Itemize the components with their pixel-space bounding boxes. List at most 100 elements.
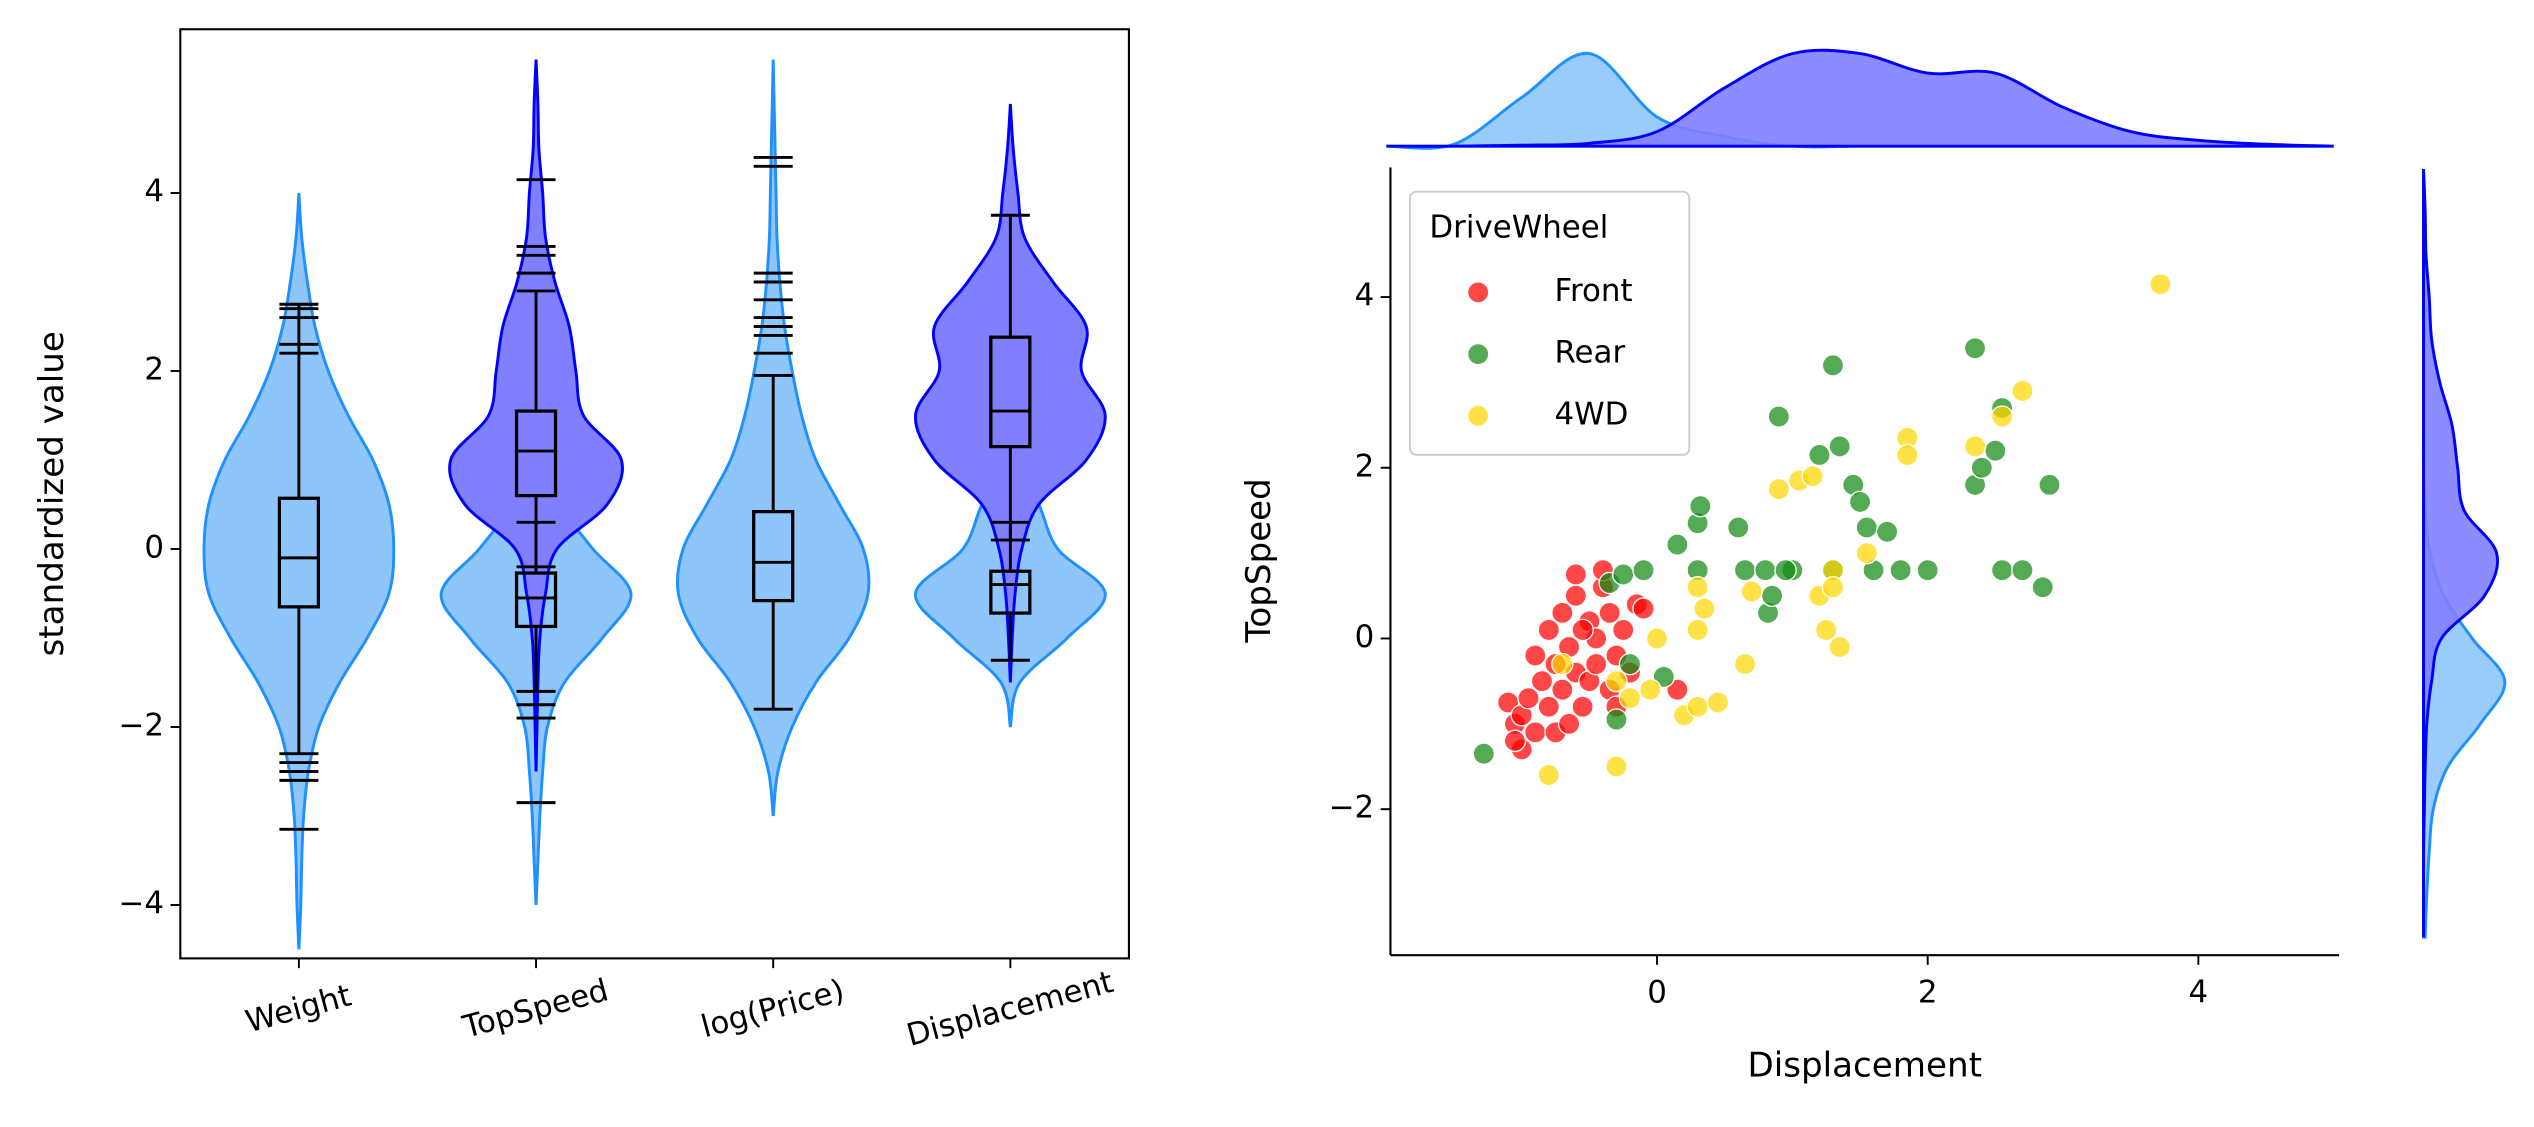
point [1760,584,1784,608]
point [2149,273,2172,296]
box [277,496,320,609]
point [1537,763,1560,787]
point [1612,563,1635,586]
point [2031,576,2054,599]
x-tick-label: 2 [1918,975,1938,1011]
point [2011,558,2034,582]
point [2038,473,2061,497]
x-tick-label: log(Price) [697,973,848,1046]
point [1571,618,1594,642]
point [1801,465,1824,488]
y-axis-label: standardized value [32,331,72,656]
point [1896,443,1919,467]
point [1605,708,1628,731]
box [752,509,795,603]
marginal-density [2422,168,2499,938]
violin [914,103,1107,683]
point [1618,652,1642,676]
point [1524,721,1547,744]
point [1733,652,1757,676]
point [1689,494,1712,518]
point [1889,558,1912,582]
point [1517,687,1540,710]
plot-frame [179,28,1130,960]
point [1821,576,1845,599]
point [1984,439,2007,462]
point [2011,379,2034,403]
point [1598,601,1621,625]
point [1733,558,1757,582]
point [1632,597,1655,620]
point [1774,558,1797,582]
point [1990,405,2014,428]
y-tick-label: −2 [1329,790,1375,826]
point [1537,618,1560,642]
point [1584,652,1608,676]
marginal-density [1386,48,2334,148]
box [514,571,558,629]
point [1645,627,1669,650]
point [1612,618,1635,642]
legend-box [1408,190,1691,456]
point [1564,584,1588,608]
point [1814,618,1838,642]
point [1963,337,1987,360]
y-tick-label: 0 [144,529,164,565]
point [1740,580,1763,603]
point [1686,576,1709,599]
legend-title: DriveWheel [1429,210,1608,246]
x-tick-label: Weight [242,978,355,1041]
y-tick-label: 0 [1355,619,1375,655]
point [1605,755,1628,778]
point [1828,435,1851,458]
x-tick-label: 4 [2189,975,2209,1011]
x-tick-label: 0 [1647,975,1667,1011]
point [1564,563,1588,586]
point [1537,695,1560,718]
y-tick-label: 4 [144,174,164,210]
y-tick-label: −2 [119,707,165,743]
point [1990,558,2014,582]
point [1875,520,1899,543]
point [1848,490,1872,514]
legend-marker [1466,281,1490,304]
point [1706,691,1730,714]
box [514,409,558,498]
y-tick-label: 4 [1355,278,1375,314]
point [1693,597,1716,620]
legend-marker [1466,404,1490,428]
violin [448,59,624,772]
point [1632,558,1655,582]
y-axis-label: TopSpeed [1239,478,1279,643]
point [1686,695,1709,718]
point [1571,695,1594,718]
point [1767,477,1791,501]
point [1754,558,1777,582]
x-tick-label: Displacement [903,964,1117,1054]
point [1855,541,1879,565]
point [1639,678,1662,701]
legend-label: Front [1555,273,1633,309]
x-axis-label: Displacement [1748,1046,1983,1086]
point [1551,652,1574,676]
legend-label: Rear [1555,335,1626,371]
x-tick-label: TopSpeed [458,972,612,1046]
point [1828,635,1851,659]
point [1963,435,1987,458]
point [1855,516,1879,539]
y-tick-label: 2 [144,351,164,387]
point [1808,443,1831,467]
legend-marker [1466,342,1490,366]
point [1618,687,1642,710]
point [1524,644,1547,667]
y-tick-label: −4 [119,885,165,921]
point [1821,354,1845,377]
point [1472,742,1496,765]
y-tick-label: 2 [1355,448,1375,484]
point [1557,712,1581,736]
point [1970,456,1994,479]
point [1530,669,1554,693]
violin [202,192,396,950]
box [989,335,1032,449]
